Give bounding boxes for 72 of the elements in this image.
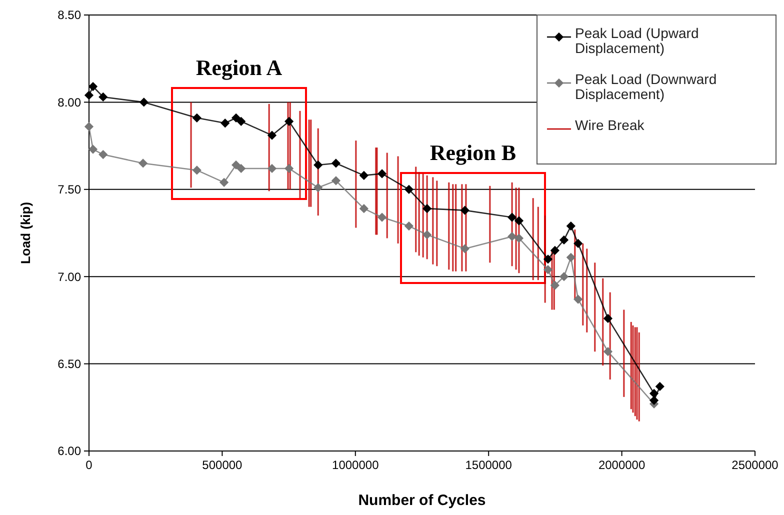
- point: [88, 144, 98, 154]
- point: [566, 253, 576, 262]
- point: [460, 206, 470, 215]
- x-tick-label: 1500000: [465, 458, 512, 472]
- point: [460, 244, 470, 254]
- point: [378, 169, 386, 178]
- x-tick-label: 1000000: [332, 458, 380, 472]
- point: [236, 164, 246, 173]
- point: [514, 216, 524, 226]
- point: [566, 222, 576, 230]
- point: [655, 382, 664, 391]
- legend-label: Wire Break: [575, 116, 646, 133]
- point: [378, 212, 386, 222]
- y-axis-title: Load (kip): [18, 202, 33, 264]
- annotation: Region B: [430, 140, 516, 165]
- x-tick-label: 0: [86, 458, 93, 472]
- point: [422, 230, 432, 240]
- point: [650, 389, 658, 398]
- point: [544, 265, 552, 274]
- point: [220, 118, 230, 128]
- point: [284, 164, 294, 173]
- point: [138, 158, 148, 168]
- point: [544, 254, 552, 264]
- x-axis-title: Number of Cycles: [358, 492, 486, 509]
- point: [236, 116, 246, 126]
- point: [192, 166, 202, 175]
- y-tick-label: 7.50: [58, 182, 82, 197]
- point: [268, 130, 276, 140]
- x-tick-label: 2000000: [598, 458, 646, 472]
- point: [604, 314, 612, 323]
- point: [220, 178, 228, 187]
- y-tick-label: 7.00: [58, 270, 82, 284]
- y-tick-label: 6.00: [58, 444, 82, 458]
- point: [84, 90, 94, 100]
- point: [560, 236, 568, 244]
- x-tick-label: 2500000: [732, 458, 779, 472]
- point: [422, 204, 432, 213]
- point: [268, 164, 276, 173]
- point: [98, 92, 108, 102]
- point: [232, 113, 240, 122]
- point: [84, 122, 94, 132]
- point: [550, 246, 560, 255]
- point: [508, 232, 516, 241]
- annotation: Region A: [196, 55, 282, 80]
- x-tick-label: 500000: [202, 458, 243, 472]
- point: [604, 347, 612, 356]
- point: [314, 160, 323, 170]
- point: [650, 396, 658, 405]
- point: [232, 160, 240, 170]
- point: [139, 98, 148, 107]
- legend-label: Peak Load (Downward Displacement): [575, 70, 717, 102]
- point: [332, 158, 340, 168]
- point: [404, 185, 414, 194]
- legend-label: Peak Load (Upward Displacement): [575, 24, 699, 56]
- point: [88, 82, 98, 91]
- point: [560, 272, 568, 281]
- point: [404, 222, 414, 230]
- point: [574, 294, 583, 304]
- y-tick-label: 8.00: [58, 95, 82, 110]
- y-tick-label: 8.50: [58, 8, 82, 22]
- point: [332, 176, 340, 186]
- point: [514, 234, 524, 243]
- point: [508, 212, 516, 222]
- point: [550, 280, 560, 290]
- point: [314, 183, 323, 192]
- point: [192, 113, 202, 122]
- y-tick-label: 6.50: [58, 357, 82, 371]
- point: [98, 150, 108, 159]
- point: [360, 204, 368, 213]
- point: [574, 239, 583, 248]
- point: [284, 116, 294, 126]
- point: [360, 171, 368, 180]
